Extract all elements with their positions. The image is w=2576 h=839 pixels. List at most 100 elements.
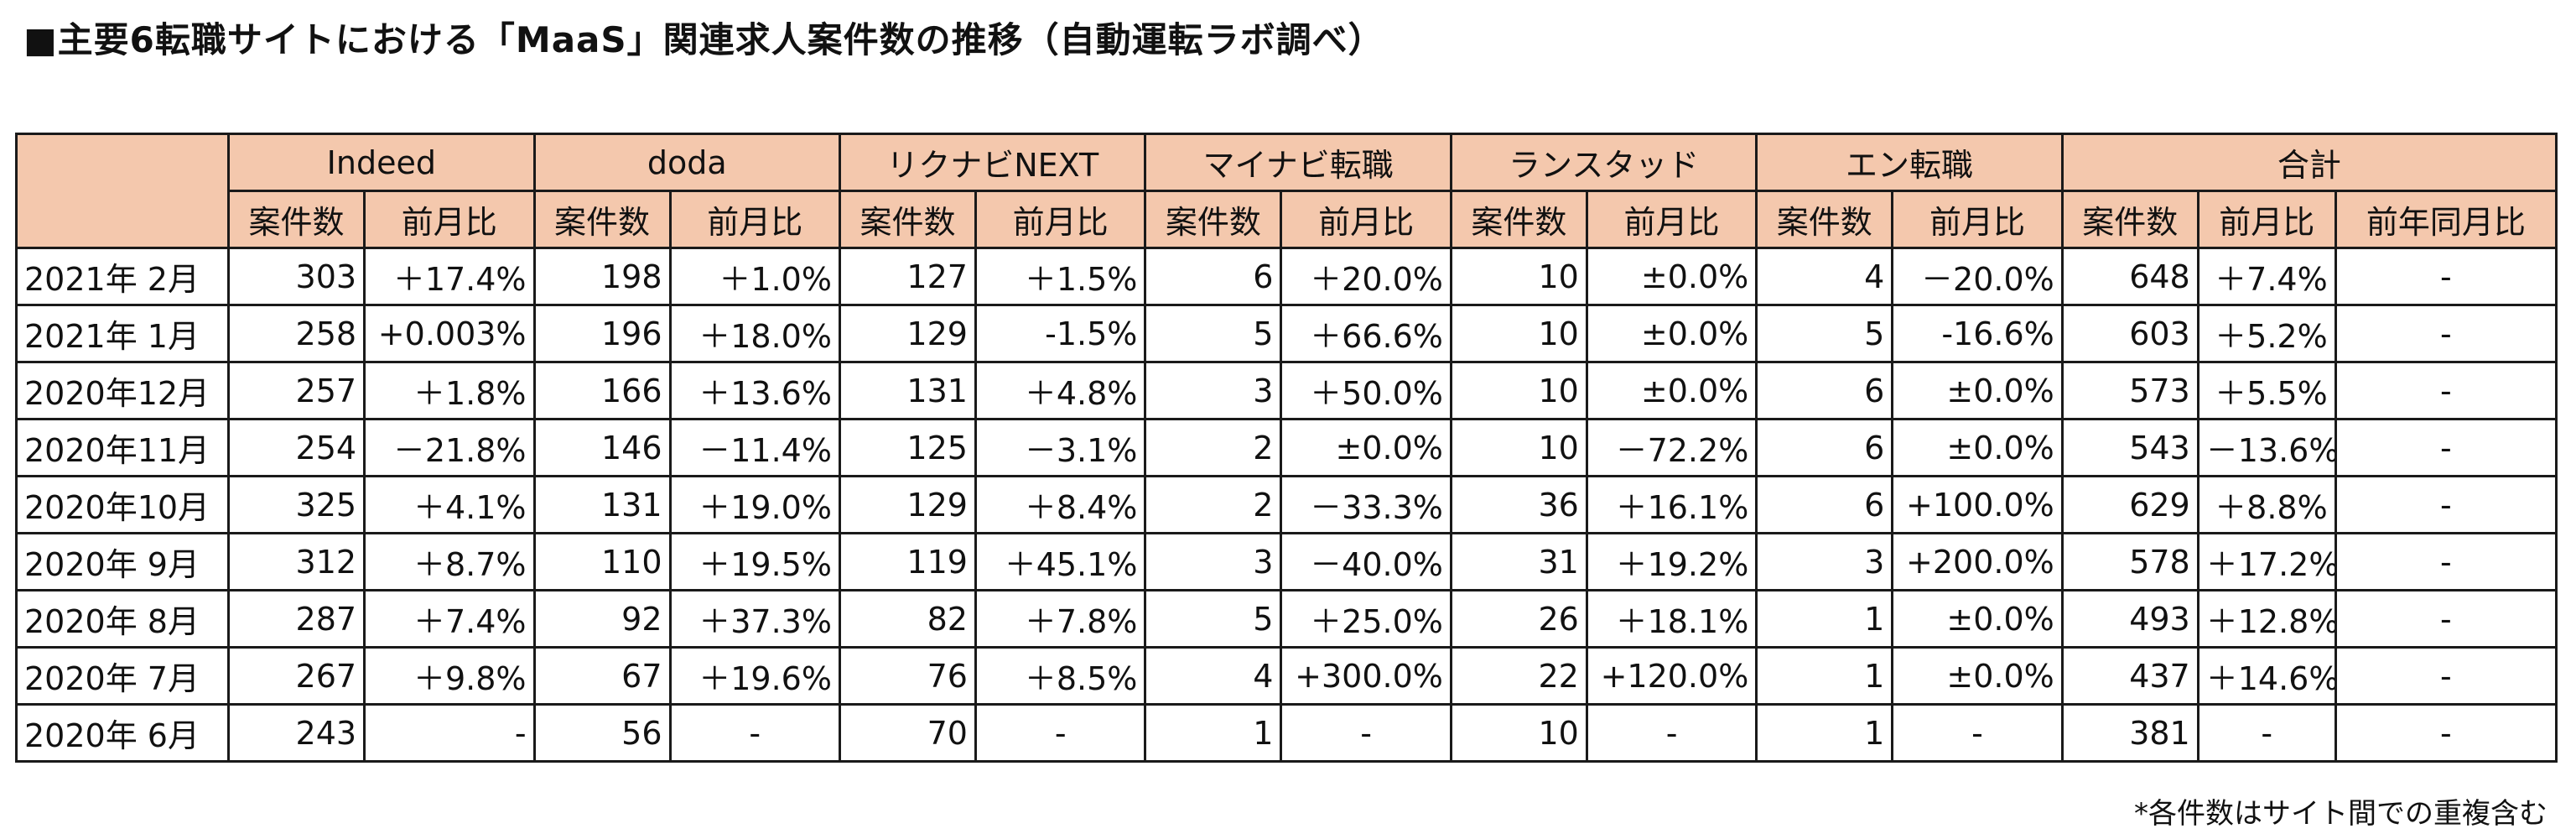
count-cell: 3 bbox=[1144, 361, 1283, 420]
count-cell: 254 bbox=[227, 418, 366, 477]
count-cell: 92 bbox=[532, 589, 672, 649]
count-header: 案件数 bbox=[838, 190, 977, 249]
table-row: 2020年12月 257 ＋1.8% 166 ＋13.6% 131 ＋4.8% 3 ＋50.0%… bbox=[14, 361, 2558, 420]
mom-cell: ＋19.6% bbox=[668, 646, 841, 706]
mom-header: 前月比 bbox=[2196, 190, 2337, 249]
site-header: マイナビ転職 bbox=[1144, 133, 1452, 192]
count-cell: 10 bbox=[1449, 703, 1588, 763]
count-cell: 5 bbox=[1144, 304, 1283, 363]
mom-cell: ＋1.5% bbox=[974, 247, 1147, 306]
row-date: 2021年 2月 bbox=[14, 247, 231, 306]
row-date: 2020年 9月 bbox=[14, 532, 231, 591]
count-cell: 325 bbox=[227, 475, 366, 534]
count-cell: 243 bbox=[227, 703, 366, 763]
table-row: 2021年 1月 258 +0.003% 196 ＋18.0% 129 -1.5% 5 ＋66.… bbox=[14, 304, 2558, 363]
count-cell: 166 bbox=[532, 361, 672, 420]
mom-cell: - bbox=[363, 703, 536, 763]
count-header: 案件数 bbox=[2060, 190, 2199, 249]
count-cell: 648 bbox=[2060, 247, 2199, 306]
table-row: 2021年 2月 303 ＋17.4% 198 ＋1.0% 127 ＋1.5% 6 ＋20.0%… bbox=[14, 247, 2558, 306]
mom-cell: ±0.0% bbox=[1891, 361, 2064, 420]
count-cell: 10 bbox=[1449, 361, 1588, 420]
yoy-cell: - bbox=[2334, 646, 2558, 706]
corner-cell bbox=[14, 133, 231, 249]
count-cell: 1 bbox=[1144, 703, 1283, 763]
yoy-cell: - bbox=[2334, 475, 2558, 534]
mom-cell: ＋1.0% bbox=[668, 247, 841, 306]
yoy-cell: - bbox=[2334, 418, 2558, 477]
count-cell: 573 bbox=[2060, 361, 2199, 420]
mom-cell: - bbox=[1280, 703, 1452, 763]
page-title: ■主要6転職サイトにおける「MaaS」関連求人案件数の推移（自動運転ラボ調べ） bbox=[23, 19, 1384, 60]
count-header: 案件数 bbox=[1449, 190, 1588, 249]
table-row: 2020年11月 254 －21.8% 146 －11.4% 125 －3.1% 2 ±0.0%… bbox=[14, 418, 2558, 477]
mom-cell: +300.0% bbox=[1280, 646, 1452, 706]
count-header: 案件数 bbox=[532, 190, 672, 249]
count-cell: 5 bbox=[1144, 589, 1283, 649]
job-count-table: Indeed doda リクナビNEXT マイナビ転職 ランスタッド エン転職 … bbox=[14, 133, 2558, 763]
mom-cell: ＋1.8% bbox=[363, 361, 536, 420]
mom-cell: ±0.0% bbox=[1585, 361, 1758, 420]
mom-cell: －33.3% bbox=[1280, 475, 1452, 534]
table-row: 2020年 7月 267 ＋9.8% 67 ＋19.6% 76 ＋8.5% 4 +300.0% 2… bbox=[14, 646, 2558, 706]
mom-header: 前月比 bbox=[1280, 190, 1452, 249]
yoy-cell: - bbox=[2334, 361, 2558, 420]
mom-cell: ＋8.5% bbox=[974, 646, 1147, 706]
count-header: 案件数 bbox=[1755, 190, 1894, 249]
count-cell: 10 bbox=[1449, 304, 1588, 363]
count-header: 案件数 bbox=[1144, 190, 1283, 249]
row-date: 2020年11月 bbox=[14, 418, 231, 477]
mom-cell: ＋50.0% bbox=[1280, 361, 1452, 420]
mom-cell: ＋5.2% bbox=[2196, 304, 2337, 363]
mom-cell: －20.0% bbox=[1891, 247, 2064, 306]
count-cell: 119 bbox=[838, 532, 977, 591]
mom-cell: ＋12.8% bbox=[2196, 589, 2337, 649]
mom-cell: +120.0% bbox=[1585, 646, 1758, 706]
site-header: 合計 bbox=[2060, 133, 2558, 192]
mom-cell: ＋45.1% bbox=[974, 532, 1147, 591]
yoy-cell: - bbox=[2334, 703, 2558, 763]
table-row: 2020年 6月 243-56-70-1-10-1-381- - bbox=[14, 703, 2558, 763]
mom-header: 前月比 bbox=[974, 190, 1147, 249]
count-cell: 267 bbox=[227, 646, 366, 706]
mom-cell: ＋66.6% bbox=[1280, 304, 1452, 363]
yoy-header: 前年同月比 bbox=[2334, 190, 2558, 249]
count-cell: 131 bbox=[532, 475, 672, 534]
mom-cell: ＋8.8% bbox=[2196, 475, 2337, 534]
mom-cell: ＋4.8% bbox=[974, 361, 1147, 420]
count-cell: 258 bbox=[227, 304, 366, 363]
count-cell: 70 bbox=[838, 703, 977, 763]
count-cell: 603 bbox=[2060, 304, 2199, 363]
count-cell: 493 bbox=[2060, 589, 2199, 649]
site-header: エン転職 bbox=[1755, 133, 2064, 192]
count-cell: 1 bbox=[1755, 589, 1894, 649]
count-cell: 129 bbox=[838, 304, 977, 363]
row-date: 2021年 1月 bbox=[14, 304, 231, 363]
count-cell: 127 bbox=[838, 247, 977, 306]
mom-cell: ＋20.0% bbox=[1280, 247, 1452, 306]
mom-header: 前月比 bbox=[1585, 190, 1758, 249]
mom-cell: ±0.0% bbox=[1891, 418, 2064, 477]
mom-cell: - bbox=[2196, 703, 2337, 763]
mom-cell: ＋7.8% bbox=[974, 589, 1147, 649]
count-cell: 1 bbox=[1755, 646, 1894, 706]
count-cell: 6 bbox=[1755, 361, 1894, 420]
table-row: 2020年10月 325 ＋4.1% 131 ＋19.0% 129 ＋8.4% 2 －33.3%… bbox=[14, 475, 2558, 534]
count-cell: 198 bbox=[532, 247, 672, 306]
yoy-cell: - bbox=[2334, 532, 2558, 591]
count-cell: 82 bbox=[838, 589, 977, 649]
mom-cell: ±0.0% bbox=[1891, 646, 2064, 706]
yoy-cell: - bbox=[2334, 247, 2558, 306]
table-body: 2021年 2月 303 ＋17.4% 198 ＋1.0% 127 ＋1.5% 6 ＋20.0%… bbox=[14, 247, 2558, 763]
table-row: 2020年 9月 312 ＋8.7% 110 ＋19.5% 119 ＋45.1% 3 －40.0… bbox=[14, 532, 2558, 591]
count-cell: 67 bbox=[532, 646, 672, 706]
mom-header: 前月比 bbox=[363, 190, 536, 249]
site-header-row: Indeed doda リクナビNEXT マイナビ転職 ランスタッド エン転職 … bbox=[14, 133, 2558, 249]
count-cell: 6 bbox=[1144, 247, 1283, 306]
count-cell: 257 bbox=[227, 361, 366, 420]
count-cell: 36 bbox=[1449, 475, 1588, 534]
mom-cell: －21.8% bbox=[363, 418, 536, 477]
mom-cell: ＋5.5% bbox=[2196, 361, 2337, 420]
mom-cell: ±0.0% bbox=[1891, 589, 2064, 649]
count-cell: 3 bbox=[1755, 532, 1894, 591]
